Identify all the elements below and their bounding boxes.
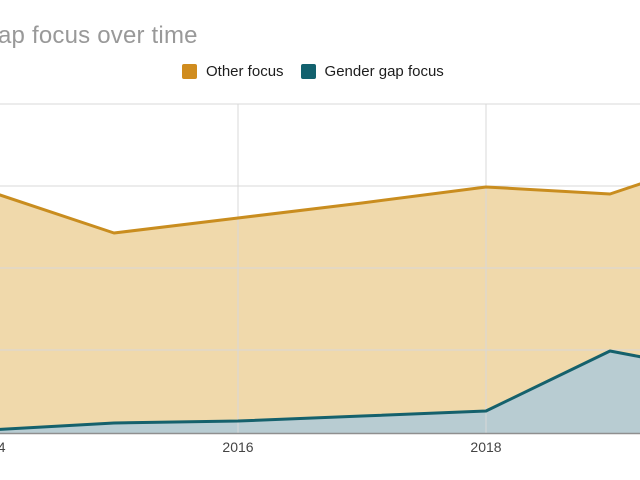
legend-swatch xyxy=(182,64,197,79)
legend-swatch xyxy=(300,64,316,79)
chart-title: ap focus over time xyxy=(0,22,198,49)
legend-item-other-focus: Other focus xyxy=(182,63,284,80)
x-tick-label: 2014 xyxy=(0,439,6,455)
legend-item-gender-gap-focus: Gender gap focus xyxy=(300,63,444,80)
legend: Other focus Gender gap focus xyxy=(182,63,444,80)
series-lines-group xyxy=(0,182,640,435)
legend-label: Other focus xyxy=(206,63,284,80)
areas-group xyxy=(0,184,640,434)
x-tick-label: 2016 xyxy=(222,439,254,455)
legend-label: Gender gap focus xyxy=(324,63,444,80)
x-tick-label: 2018 xyxy=(470,439,502,455)
gridlines-group xyxy=(0,103,640,434)
